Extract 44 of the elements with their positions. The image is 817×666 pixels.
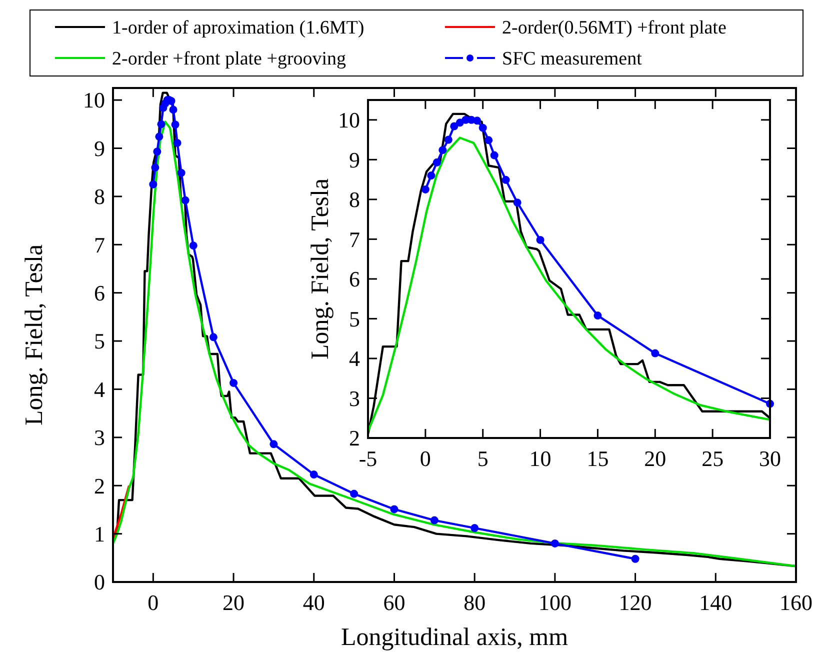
x-tick-label: 160: [780, 590, 812, 615]
x-tick-label: 30: [759, 446, 781, 471]
y-tick-label: 2: [94, 473, 105, 498]
y-tick-label: 6: [349, 266, 360, 292]
y-tick-label: 3: [94, 425, 105, 450]
y-tick-label: 2: [349, 426, 360, 451]
x-tick-label: 120: [618, 590, 652, 615]
y-tick-label: 10: [83, 88, 105, 113]
y-tick-label: 5: [94, 328, 105, 354]
x-tick-label: 5: [477, 446, 488, 471]
y-tick-label: 4: [94, 376, 105, 402]
y-tick-label: 0: [94, 570, 105, 595]
x-tick-label: 20: [644, 446, 666, 471]
y-tick-label: 5: [349, 306, 360, 332]
x-tick-label: 100: [538, 590, 572, 615]
x-tick-label: 0: [420, 446, 431, 471]
y-tick-label: 10: [338, 108, 360, 133]
x-tick-label: 15: [586, 446, 609, 471]
y-tick-label: 1: [94, 522, 105, 547]
y-axis-title: Long. Field, Tesla: [21, 244, 48, 426]
x-tick-label: 10: [529, 446, 552, 471]
legend-label: 2-order +front plate +grooving: [112, 48, 347, 70]
y-tick-label: 8: [349, 187, 360, 212]
x-tick-label: 0: [148, 590, 159, 615]
x-axis-title: Longitudinal axis, mm: [340, 624, 569, 651]
y-tick-label: 3: [349, 386, 360, 411]
y-tick-label: 6: [94, 280, 105, 306]
y-tick-label: 9: [349, 147, 360, 172]
x-tick-label: 80: [464, 590, 486, 615]
y-tick-label: 8: [94, 184, 105, 210]
x-tick-label: 20: [222, 590, 245, 615]
y-tick-label: 9: [94, 136, 105, 161]
y-axis-title: Long. Field, Tesla: [307, 178, 334, 360]
y-tick-label: 7: [349, 226, 360, 252]
y-tick-label: 7: [94, 232, 105, 258]
legend-label: 2-order(0.56MT) +front plate: [502, 18, 726, 39]
x-tick-label: 40: [302, 590, 325, 615]
x-tick-label: 140: [699, 590, 732, 615]
x-tick-label: -5: [358, 446, 378, 471]
x-tick-label: 25: [702, 446, 724, 471]
y-tick-label: 4: [349, 346, 360, 372]
legend-label: SFC measurement: [502, 48, 643, 70]
x-tick-label: 60: [383, 590, 406, 615]
legend-label: 1-order of aproximation (1.6MT): [112, 18, 364, 39]
